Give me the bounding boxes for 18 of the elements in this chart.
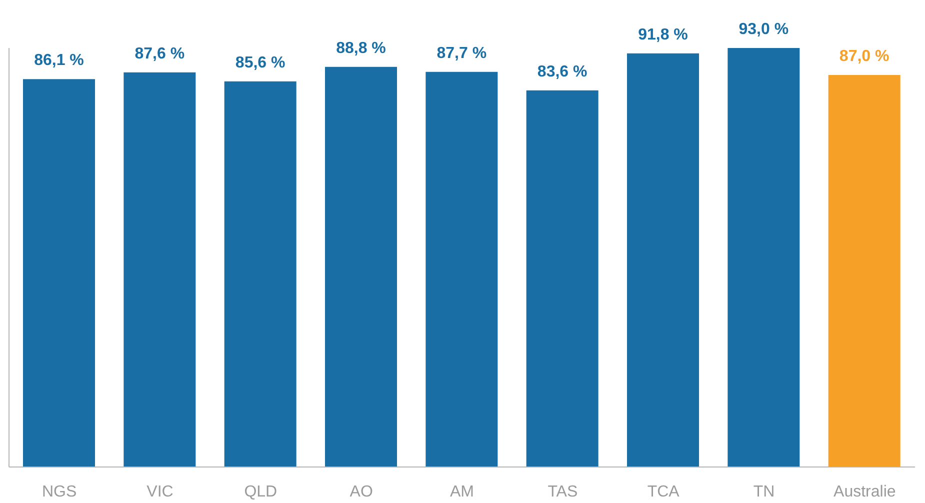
data-label: 91,8 % (638, 26, 688, 44)
data-label: 87,6 % (134, 45, 185, 62)
x-tick-label: Australie (834, 483, 896, 500)
data-label: 85,6 % (235, 54, 286, 72)
x-tick-label: TAS (548, 483, 578, 500)
data-label: 88,8 % (336, 40, 386, 57)
x-tick-label: TCA (647, 483, 680, 500)
x-tick-label: AM (450, 483, 474, 500)
x-tick-label: TN (753, 483, 775, 500)
x-tick-label: NGS (42, 483, 77, 500)
x-tick-label: AO (350, 483, 373, 500)
x-tick-label: QLD (244, 483, 278, 500)
x-tick-label: VIC (146, 483, 174, 500)
data-label: 87,0 % (839, 48, 890, 66)
data-label: 93,0 % (738, 21, 789, 38)
data-label: 87,7 % (436, 44, 487, 62)
data-label: 83,6 % (537, 63, 588, 80)
data-label: 86,1 % (34, 52, 84, 70)
